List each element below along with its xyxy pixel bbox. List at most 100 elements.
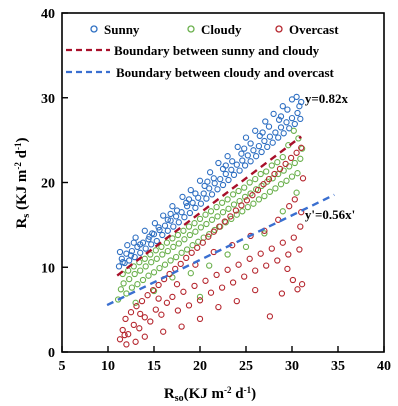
point-overcast (232, 207, 240, 214)
point-sunny (294, 109, 301, 117)
point-sunny (275, 134, 282, 141)
point-sunny (293, 93, 300, 101)
point-sunny (164, 227, 171, 234)
point-sunny (189, 199, 196, 206)
point-sunny (252, 127, 259, 134)
point-overcast (279, 239, 286, 246)
point-sunny (196, 177, 204, 184)
point-overcast (298, 144, 305, 151)
point-sunny (167, 217, 174, 224)
x-tick-label: 25 (239, 359, 253, 374)
point-overcast (144, 292, 151, 299)
point-sunny (153, 237, 160, 245)
legend-label-cloudy: Cloudy (201, 22, 242, 37)
point-cloudy (139, 276, 147, 284)
point-sunny (219, 165, 227, 173)
point-sunny (219, 181, 227, 189)
point-overcast (199, 239, 206, 246)
point-overcast (178, 323, 185, 330)
point-sunny (280, 130, 287, 137)
point-cloudy (128, 284, 136, 291)
point-sunny (170, 223, 177, 230)
point-overcast (127, 309, 135, 316)
point-overcast (138, 297, 146, 305)
point-sunny (131, 253, 138, 261)
point-sunny (265, 123, 273, 130)
point-cloudy (291, 159, 298, 167)
legend-item-overcast: Overcast (275, 22, 339, 37)
point-sunny (211, 180, 218, 187)
point-sunny (277, 124, 285, 131)
point-overcast (233, 297, 240, 305)
point-cloudy (208, 216, 216, 223)
x-axis-title-unit-mid: d (232, 386, 245, 402)
point-sunny (161, 222, 169, 229)
point-cloudy (241, 193, 249, 201)
point-sunny (247, 158, 254, 165)
point-cloudy (192, 228, 199, 235)
point-cloudy (297, 155, 304, 162)
x-tick-label: 15 (147, 359, 161, 374)
point-sunny (128, 247, 136, 255)
point-overcast (180, 288, 187, 295)
point-sunny (204, 178, 211, 185)
point-overcast (289, 276, 297, 284)
point-overcast (196, 315, 204, 323)
boundary-lines-group (106, 135, 335, 307)
x-tick-label: 40 (377, 359, 391, 374)
point-cloudy (189, 242, 196, 249)
point-sunny (173, 207, 181, 214)
point-sunny (160, 212, 167, 219)
point-cloudy (214, 213, 221, 220)
point-cloudy (246, 179, 253, 186)
point-cloudy (277, 181, 285, 188)
point-cloudy (174, 231, 182, 239)
point-sunny (127, 252, 135, 259)
point-overcast (215, 303, 222, 311)
point-sunny (148, 241, 155, 248)
x-axis-title-unit-suffix: ) (251, 386, 256, 402)
x-axis-title-main: R (164, 386, 175, 402)
point-overcast (276, 165, 284, 173)
point-overcast (257, 250, 264, 257)
point-cloudy (225, 205, 232, 212)
point-overcast (249, 192, 256, 199)
legend-label-overcast: Overcast (289, 22, 339, 37)
point-sunny (284, 106, 291, 113)
point-cloudy (156, 264, 163, 272)
point-sunny (185, 196, 193, 203)
point-sunny (288, 96, 296, 103)
point-cloudy (280, 167, 287, 174)
point-cloudy (250, 200, 257, 207)
point-sunny (149, 230, 156, 237)
point-cloudy (167, 257, 174, 264)
point-cloudy (274, 159, 281, 166)
point-overcast (296, 246, 303, 253)
point-sunny (214, 186, 221, 193)
point-overcast (298, 281, 306, 288)
point-overcast (282, 160, 289, 168)
point-sunny (279, 103, 286, 110)
point-sunny (132, 234, 139, 241)
point-overcast (194, 244, 201, 251)
y-axis-title-exp2: -1 (13, 142, 23, 150)
point-cloudy (272, 185, 279, 192)
point-sunny (250, 147, 257, 154)
point-overcast (216, 223, 223, 230)
point-cloudy (294, 170, 301, 177)
point-overcast (213, 271, 220, 279)
point-sunny (137, 241, 144, 248)
point-sunny (247, 140, 254, 147)
x-axis-title: Rso(KJ m-2 d-1) (164, 385, 256, 404)
point-overcast (132, 338, 139, 345)
point-sunny (203, 195, 210, 202)
point-overcast (268, 245, 275, 252)
point-cloudy (183, 246, 191, 253)
point-cloudy (222, 219, 229, 226)
point-overcast (155, 295, 162, 302)
point-sunny (269, 139, 276, 146)
legend-item-sunny: Sunny (90, 22, 140, 37)
point-sunny (206, 169, 214, 176)
point-overcast (125, 331, 132, 338)
boundary-line-cloudy-overcast (106, 193, 335, 307)
